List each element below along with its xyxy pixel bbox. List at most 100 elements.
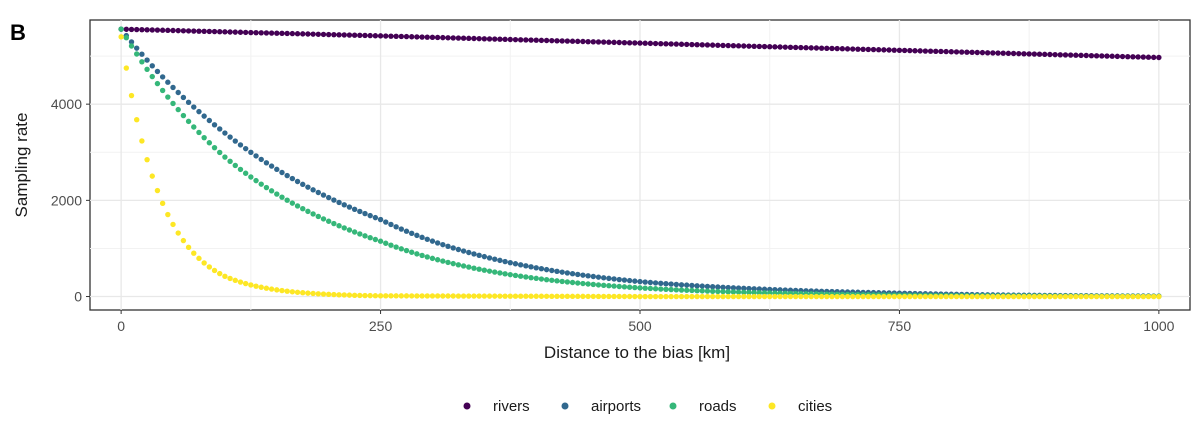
point-cities <box>704 293 711 300</box>
point-airports <box>585 273 591 279</box>
point-roads <box>128 43 135 49</box>
point-rivers <box>414 34 420 40</box>
point-cities <box>896 293 903 300</box>
point-cities <box>715 293 721 300</box>
point-roads <box>154 80 161 87</box>
legend-item-rivers: rivers <box>463 398 530 415</box>
point-rivers <box>554 38 560 44</box>
point-cities <box>507 293 513 299</box>
point-roads <box>658 286 664 292</box>
point-airports <box>325 194 332 201</box>
point-airports <box>533 265 539 271</box>
point-cities <box>1119 293 1126 300</box>
point-rivers <box>1130 54 1136 60</box>
legend-label: airports <box>591 398 641 415</box>
point-airports <box>341 202 347 208</box>
point-rivers <box>595 39 602 45</box>
point-rivers <box>569 38 576 44</box>
point-rivers <box>1042 51 1048 58</box>
point-airports <box>144 57 150 63</box>
point-rivers <box>580 38 586 45</box>
point-roads <box>751 289 757 296</box>
point-roads <box>606 283 612 289</box>
point-rivers <box>668 41 674 47</box>
point-roads <box>429 255 436 262</box>
point-cities <box>1057 293 1063 300</box>
point-rivers <box>689 41 695 48</box>
point-cities <box>466 293 472 299</box>
point-rivers <box>165 27 171 34</box>
point-cities <box>844 293 851 300</box>
point-rivers <box>715 42 721 48</box>
point-cities <box>632 293 638 300</box>
point-cities <box>1093 293 1100 300</box>
point-cities <box>709 293 716 300</box>
point-airports <box>300 181 306 188</box>
point-cities <box>684 293 690 300</box>
point-airports <box>621 277 628 283</box>
point-roads <box>409 249 415 255</box>
point-cities <box>434 293 441 299</box>
point-cities <box>175 230 181 236</box>
legend-marker <box>768 402 776 410</box>
point-airports <box>658 280 664 286</box>
point-cities <box>320 291 327 297</box>
point-roads <box>533 275 539 282</box>
point-rivers <box>616 39 622 46</box>
point-cities <box>787 293 794 300</box>
point-cities <box>933 293 939 300</box>
point-airports <box>476 252 482 258</box>
point-cities <box>331 291 337 298</box>
point-rivers <box>1114 53 1121 60</box>
point-cities <box>798 293 804 300</box>
point-roads <box>720 288 726 295</box>
point-roads <box>325 218 332 224</box>
point-rivers <box>175 27 181 34</box>
legend-item-roads: roads <box>669 398 737 415</box>
y-tick-label: 0 <box>74 289 82 305</box>
point-rivers <box>315 31 321 37</box>
point-roads <box>746 289 752 296</box>
point-rivers <box>777 44 783 50</box>
point-roads <box>564 279 571 285</box>
point-cities <box>647 293 654 300</box>
point-rivers <box>1135 54 1141 60</box>
point-roads <box>232 162 238 169</box>
point-airports <box>175 89 181 96</box>
point-cities <box>663 293 669 300</box>
point-roads <box>445 259 451 266</box>
point-cities <box>824 293 830 300</box>
point-airports <box>678 282 685 288</box>
point-cities <box>1099 293 1105 300</box>
point-roads <box>377 238 384 244</box>
point-airports <box>170 84 176 91</box>
point-rivers <box>445 35 451 41</box>
point-airports <box>673 281 680 288</box>
point-rivers <box>886 47 892 53</box>
point-cities <box>1052 293 1058 300</box>
point-rivers <box>652 40 659 47</box>
point-cities <box>585 293 591 300</box>
point-cities <box>471 293 477 299</box>
point-rivers <box>377 33 384 39</box>
point-roads <box>668 286 674 293</box>
point-rivers <box>953 49 960 55</box>
point-roads <box>715 288 721 295</box>
point-airports <box>554 268 560 275</box>
point-roads <box>268 188 275 194</box>
point-rivers <box>606 39 612 45</box>
point-airports <box>362 210 368 217</box>
point-cities <box>211 267 218 274</box>
point-airports <box>569 270 576 277</box>
point-cities <box>284 288 290 294</box>
point-airports <box>735 285 742 291</box>
point-airports <box>409 230 415 237</box>
point-rivers <box>751 43 757 49</box>
point-rivers <box>258 30 264 36</box>
point-rivers <box>730 43 737 49</box>
point-roads <box>523 274 529 280</box>
point-rivers <box>310 31 316 37</box>
point-roads <box>336 223 342 229</box>
point-cities <box>564 293 571 300</box>
point-airports <box>248 149 254 156</box>
